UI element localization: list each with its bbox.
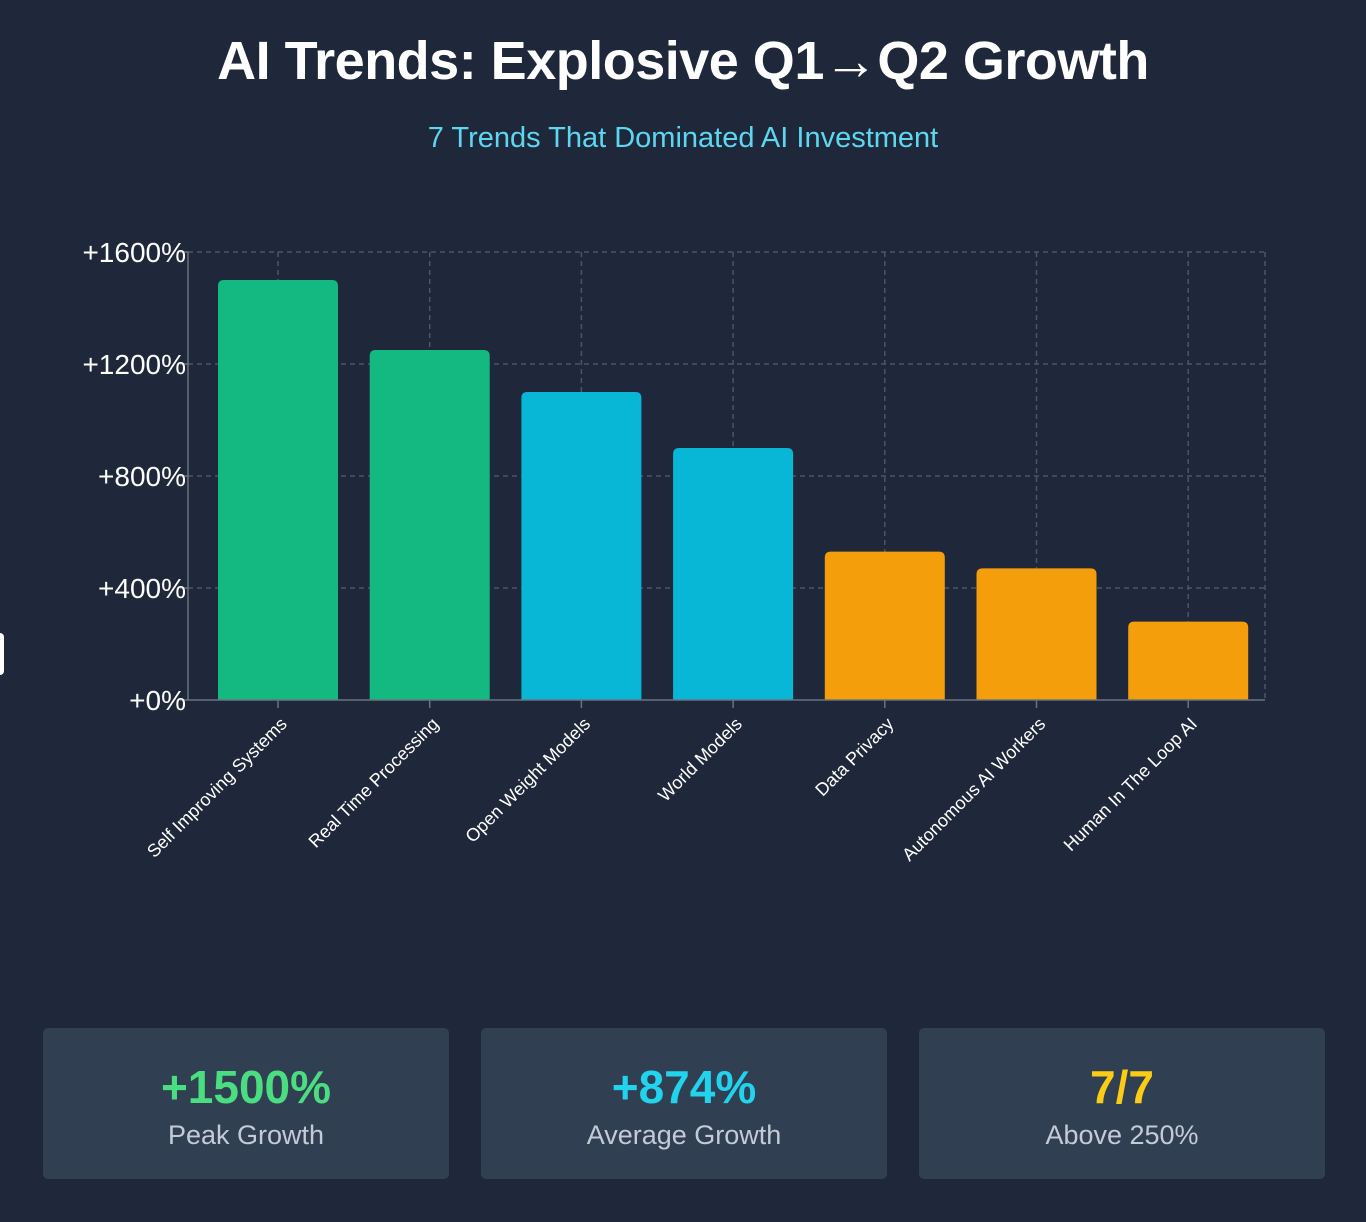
stat-card-above-threshold: 7/7 Above 250% [919,1028,1325,1179]
bar-world-models [673,448,794,700]
side-handle[interactable] [0,633,4,675]
stat-card-peak-growth: +1500% Peak Growth [43,1028,449,1179]
stat-value-above-threshold: 7/7 [1090,1061,1154,1113]
x-tick-label: Open Weight Models [461,714,594,847]
x-tick-label: Data Privacy [811,714,897,800]
y-tick-label: +400% [98,573,186,604]
stat-value-average-growth: +874% [611,1061,757,1113]
bar-open-weight-models [521,392,642,700]
x-tick-label: Self Improving Systems [143,714,291,862]
stats-cards: +1500% Peak Growth +874% Average Growth … [43,1028,1325,1179]
bar-data-privacy [824,551,945,700]
y-tick-label: +0% [129,685,186,716]
page-title: AI Trends: Explosive Q1→Q2 Growth [217,31,1149,91]
stat-card-average-growth: +874% Average Growth [481,1028,887,1179]
y-tick-label: +1200% [82,349,186,380]
page-subtitle: 7 Trends That Dominated AI Investment [427,122,939,154]
x-tick-label: World Models [654,714,746,806]
x-tick-label: Real Time Processing [305,714,443,852]
y-tick-label: +1600% [82,237,186,268]
stat-value-peak-growth: +1500% [160,1061,332,1113]
bar-chart: +0% +400% +800% +1200% +1600% Self Improving … [82,237,1266,865]
stat-label-peak-growth: Peak Growth [167,1120,325,1150]
bar-self-improving-systems [218,280,338,700]
y-tick-label: +800% [98,461,186,492]
x-tick-label: Autonomous AI Workers [898,714,1049,865]
bar-human-in-the-loop-ai [1128,621,1249,700]
x-tick-label: Human In The Loop AI [1060,714,1201,855]
bar-real-time-processing [369,350,490,700]
bar-autonomous-ai-workers [976,568,1097,700]
stat-label-above-threshold: Above 250% [1045,1120,1199,1150]
stat-label-average-growth: Average Growth [586,1120,782,1150]
